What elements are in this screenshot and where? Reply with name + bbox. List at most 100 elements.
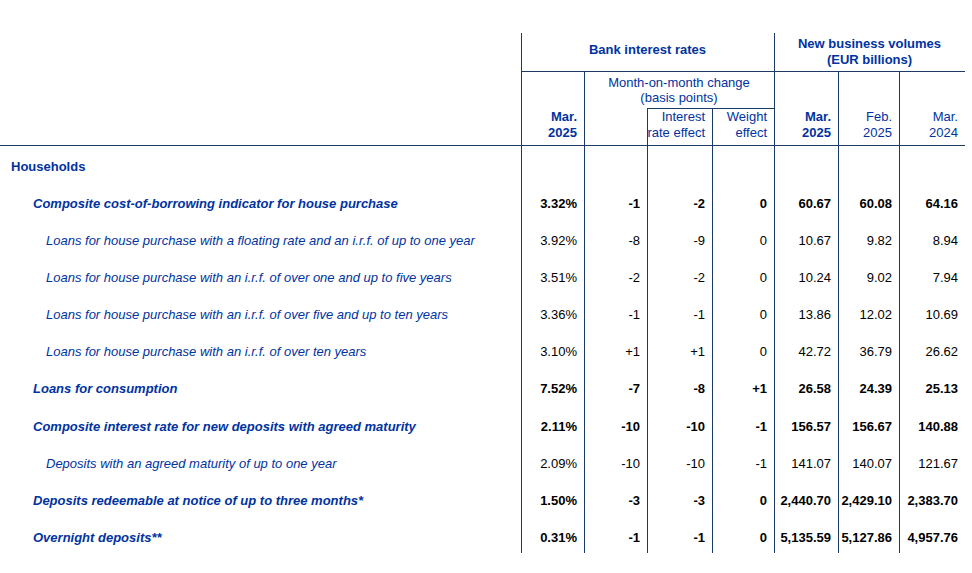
row-label: Overnight deposits**	[33, 529, 162, 544]
header-new-business-volumes: New business volumes (EUR billions)	[774, 33, 965, 71]
cell-mom-change: -3	[584, 492, 640, 507]
row-label: Composite interest rate for new deposits…	[33, 418, 416, 433]
cell-mom-change: -10	[584, 455, 640, 470]
table-row: Overnight deposits**0.31%-1-105,135.595,…	[0, 518, 972, 555]
table-row: Loans for house purchase with an i.r.f. …	[0, 333, 972, 370]
cell-nbv-mar-2024: 64.16	[899, 195, 958, 210]
cell-nbv-mar-2024: 26.62	[899, 344, 958, 359]
cell-nbv-mar-2024: 4,957.76	[899, 529, 958, 544]
cell-nbv-feb-2025: 60.08	[838, 195, 892, 210]
cell-rate-mar-2025: 3.36%	[521, 307, 577, 322]
row-label: Deposits with an agreed maturity of up t…	[46, 455, 337, 470]
column-header-weight-effect: Weight effect	[712, 108, 767, 143]
cell-mom-change: +1	[584, 344, 640, 359]
cell-interest-rate-effect: +1	[647, 344, 705, 359]
cell-nbv-feb-2025: 24.39	[838, 381, 892, 396]
table-row: Loans for house purchase with a floating…	[0, 221, 972, 258]
cell-nbv-mar-2024: 8.94	[899, 232, 958, 247]
cell-weight-effect: 0	[712, 492, 767, 507]
column-header-nbv-feb-2025: Feb. 2025	[838, 71, 892, 143]
interest-rates-table: Bank interest rates New business volumes…	[0, 0, 972, 573]
cell-weight-effect: -1	[712, 455, 767, 470]
cell-rate-mar-2025: 3.32%	[521, 195, 577, 210]
cell-weight-effect: 0	[712, 529, 767, 544]
cell-interest-rate-effect: -1	[647, 529, 705, 544]
cell-interest-rate-effect: -10	[647, 455, 705, 470]
cell-nbv-mar-2024: 121.67	[899, 455, 958, 470]
cell-weight-effect: 0	[712, 232, 767, 247]
cell-mom-change: -1	[584, 529, 640, 544]
cell-nbv-mar-2025: 10.24	[774, 269, 831, 284]
cell-nbv-mar-2024: 7.94	[899, 269, 958, 284]
cell-rate-mar-2025: 3.51%	[521, 269, 577, 284]
cell-nbv-mar-2024: 25.13	[899, 381, 958, 396]
header-mom-line2: (basis points)	[640, 90, 717, 105]
cell-interest-rate-effect: -1	[647, 307, 705, 322]
table-row: Loans for house purchase with an i.r.f. …	[0, 296, 972, 333]
row-label: Loans for house purchase with a floating…	[46, 232, 475, 247]
table-row: Loans for consumption7.52%-7-8+126.5824.…	[0, 370, 972, 407]
row-label: Loans for house purchase with an i.r.f. …	[46, 344, 366, 359]
row-label: Deposits redeemable at notice of up to t…	[33, 492, 363, 507]
table-body: Households Composite cost-of-borrowing in…	[0, 147, 972, 556]
cell-mom-change: -8	[584, 232, 640, 247]
header-nbv-line1: New business volumes	[798, 36, 941, 52]
cell-nbv-mar-2025: 156.57	[774, 418, 831, 433]
column-header-interest-rate-effect: Interest rate effect	[647, 108, 705, 143]
cell-weight-effect: 0	[712, 344, 767, 359]
cell-weight-effect: 0	[712, 195, 767, 210]
cell-nbv-mar-2025: 42.72	[774, 344, 831, 359]
cell-nbv-feb-2025: 156.67	[838, 418, 892, 433]
cell-weight-effect: -1	[712, 418, 767, 433]
cell-interest-rate-effect: -9	[647, 232, 705, 247]
column-header-nbv-mar-2025: Mar. 2025	[774, 71, 831, 143]
cell-weight-effect: +1	[712, 381, 767, 396]
row-label: Composite cost-of-borrowing indicator fo…	[33, 195, 398, 210]
cell-nbv-feb-2025: 9.82	[838, 232, 892, 247]
table-row: Loans for house purchase with an i.r.f. …	[0, 258, 972, 295]
row-label: Loans for consumption	[33, 381, 177, 396]
cell-nbv-mar-2025: 13.86	[774, 307, 831, 322]
cell-rate-mar-2025: 3.10%	[521, 344, 577, 359]
cell-rate-mar-2025: 0.31%	[521, 529, 577, 544]
cell-weight-effect: 0	[712, 269, 767, 284]
table-row: Deposits with an agreed maturity of up t…	[0, 444, 972, 481]
cell-nbv-mar-2025: 60.67	[774, 195, 831, 210]
cell-mom-change: -10	[584, 418, 640, 433]
header-mom-line1: Month-on-month change	[608, 75, 750, 90]
cell-nbv-mar-2024: 140.88	[899, 418, 958, 433]
cell-interest-rate-effect: -10	[647, 418, 705, 433]
cell-mom-change: -1	[584, 307, 640, 322]
header-nbv-line2: (EUR billions)	[827, 52, 912, 68]
cell-interest-rate-effect: -2	[647, 269, 705, 284]
row-label: Loans for house purchase with an i.r.f. …	[46, 269, 452, 284]
cell-rate-mar-2025: 2.11%	[521, 418, 577, 433]
column-header-rate-mar-2025: Mar. 2025	[521, 71, 577, 143]
header-mom-change: Month-on-month change (basis points)	[584, 71, 774, 108]
cell-interest-rate-effect: -2	[647, 195, 705, 210]
table-row: Deposits redeemable at notice of up to t…	[0, 481, 972, 518]
cell-nbv-mar-2024: 2,383.70	[899, 492, 958, 507]
cell-nbv-feb-2025: 9.02	[838, 269, 892, 284]
table-row: Composite cost-of-borrowing indicator fo…	[0, 184, 972, 221]
cell-nbv-feb-2025: 36.79	[838, 344, 892, 359]
cell-rate-mar-2025: 2.09%	[521, 455, 577, 470]
cell-mom-change: -2	[584, 269, 640, 284]
cell-weight-effect: 0	[712, 307, 767, 322]
row-label: Households	[11, 158, 85, 173]
column-header-nbv-mar-2024: Mar. 2024	[899, 71, 958, 143]
cell-nbv-mar-2025: 2,440.70	[774, 492, 831, 507]
cell-nbv-mar-2025: 26.58	[774, 381, 831, 396]
cell-nbv-feb-2025: 5,127.86	[838, 529, 892, 544]
section-row: Households	[0, 147, 972, 184]
cell-nbv-feb-2025: 2,429.10	[838, 492, 892, 507]
row-label: Loans for house purchase with an i.r.f. …	[46, 307, 448, 322]
cell-rate-mar-2025: 3.92%	[521, 232, 577, 247]
table-row: Composite interest rate for new deposits…	[0, 407, 972, 444]
header-bank-interest-rates: Bank interest rates	[521, 33, 774, 67]
cell-interest-rate-effect: -3	[647, 492, 705, 507]
cell-mom-change: -7	[584, 381, 640, 396]
cell-rate-mar-2025: 1.50%	[521, 492, 577, 507]
cell-mom-change: -1	[584, 195, 640, 210]
cell-nbv-feb-2025: 140.07	[838, 455, 892, 470]
